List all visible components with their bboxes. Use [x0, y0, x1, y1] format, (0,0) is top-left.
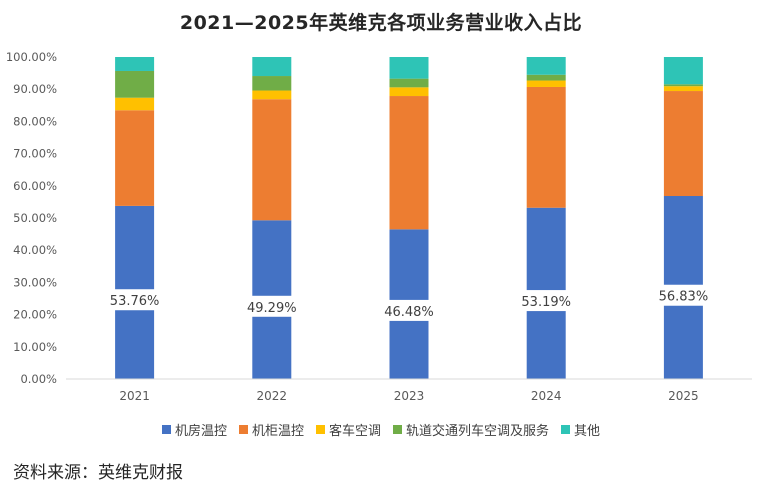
y-tick-label: 100.00%: [6, 50, 57, 64]
x-tick-label: 2022: [257, 389, 288, 403]
legend-swatch: [315, 425, 325, 434]
y-tick-label: 20.00%: [13, 308, 57, 322]
legend-label: 机房温控: [174, 424, 227, 439]
legend-label: 机柜温控: [251, 424, 304, 439]
legend-item: 轨道交通列车空调及服务: [393, 420, 549, 439]
data-label: 53.76%: [110, 294, 160, 309]
legend-label: 其他: [574, 424, 601, 439]
legend-label: 轨道交通列车空调及服务: [406, 424, 550, 439]
chart-title: 2021—2025年英维克各项业务营业收入占比: [179, 12, 583, 34]
data-label-background: [101, 289, 168, 311]
legend-swatch: [161, 425, 171, 434]
y-tick-label: 80.00%: [13, 114, 57, 128]
bar-segment: [389, 96, 429, 230]
data-label-background: [238, 295, 305, 317]
data-label: 49.29%: [247, 301, 297, 316]
y-tick-label: 70.00%: [13, 147, 57, 161]
bar-segment: [115, 110, 155, 206]
source-note: 资料来源：英维克财报: [13, 463, 183, 483]
legend-item: 机房温控: [161, 420, 227, 439]
data-label-background: [650, 284, 717, 306]
legend-item: 客车空调: [315, 420, 381, 439]
bar-segment: [389, 87, 429, 97]
legend: 机房温控 机柜温控 客车空调 轨道交通列车空调及服务 其他: [0, 420, 762, 439]
stacked-bar-chart: 0.00% 10.00% 20.00% 30.00% 40.00% 50.00% 60.00…: [6, 50, 752, 403]
y-tick-label: 60.00%: [13, 179, 57, 193]
x-tick-label: 2024: [531, 389, 562, 403]
bar-segment: [252, 90, 292, 100]
bar-segment: [115, 57, 155, 71]
bar-segment: [252, 57, 292, 77]
bar-segment: [526, 74, 566, 81]
legend-swatch: [238, 425, 248, 434]
y-tick-label: 30.00%: [13, 275, 57, 289]
data-label: 53.19%: [521, 295, 571, 310]
bar-segment: [663, 84, 703, 87]
x-axis: 2021 2022 2023 2024 2025: [66, 378, 752, 403]
x-tick-label: 2025: [668, 389, 699, 403]
x-tick-label: 2023: [394, 389, 425, 403]
y-tick-label: 40.00%: [13, 243, 57, 257]
legend-swatch: [393, 425, 402, 434]
bar-segment: [663, 57, 703, 85]
legend-swatch: [561, 425, 571, 434]
data-label: 46.48%: [384, 305, 434, 320]
x-tick-label: 2021: [119, 389, 150, 403]
bar-segment: [115, 97, 155, 111]
bar-segment: [663, 86, 703, 92]
y-tick-label: 50.00%: [13, 211, 57, 225]
bar-segment: [526, 57, 566, 75]
y-tick-label: 10.00%: [13, 340, 57, 354]
data-label-background: [513, 290, 580, 312]
legend-item: 其他: [561, 420, 600, 439]
legend-item: 机柜温控: [238, 420, 304, 439]
bar-segment: [252, 76, 292, 91]
bar-segment: [389, 78, 429, 88]
legend-label: 客车空调: [328, 424, 381, 439]
y-axis: 0.00% 10.00% 20.00% 30.00% 40.00% 50.00% 60.00…: [6, 50, 57, 386]
bar-segment: [115, 70, 155, 98]
y-tick-label: 90.00%: [13, 82, 57, 96]
bar-segment: [663, 91, 703, 197]
bar-segment: [389, 57, 429, 79]
bar-segment: [526, 86, 566, 208]
bar-groups: 53.76% 49.29% 46.48% 53.19% 56.83%: [101, 57, 717, 379]
data-label-background: [376, 299, 442, 321]
data-label: 56.83%: [659, 290, 709, 305]
bar-segment: [526, 80, 566, 87]
y-tick-label: 0.00%: [20, 372, 57, 386]
bar-segment: [252, 99, 292, 221]
